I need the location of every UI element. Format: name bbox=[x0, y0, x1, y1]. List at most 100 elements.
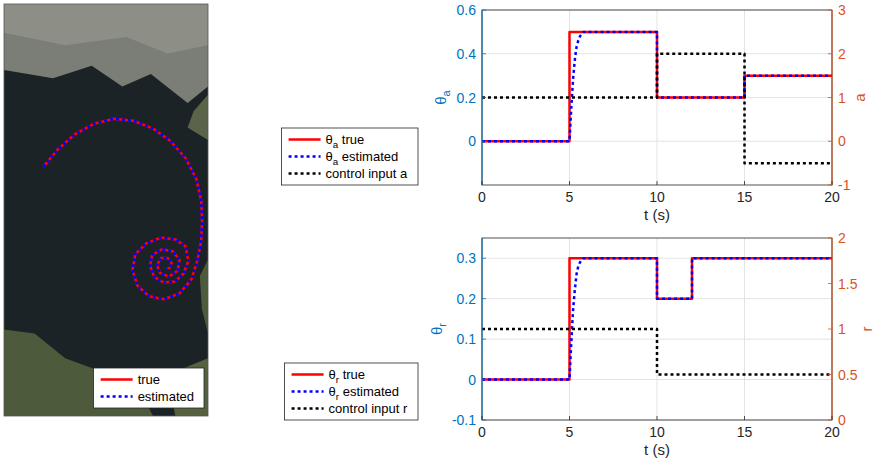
y2-tick-label: 2 bbox=[838, 230, 846, 246]
x-tick-label: 10 bbox=[649, 189, 665, 205]
y-tick-label: 0.6 bbox=[457, 2, 477, 18]
y2-tick bbox=[828, 97, 832, 98]
legend-swatch bbox=[101, 395, 133, 398]
grid-line bbox=[744, 238, 745, 420]
x-tick-label: 5 bbox=[566, 424, 574, 440]
legend-label: θa estimated bbox=[326, 149, 399, 167]
x-tick-label: 15 bbox=[737, 189, 753, 205]
y2-tick bbox=[828, 185, 832, 186]
grid-line bbox=[482, 238, 483, 420]
y-tick bbox=[482, 379, 486, 380]
figure: trueestimated0510152000.20.40.6-10123t (… bbox=[0, 0, 889, 466]
x-tick bbox=[744, 416, 745, 420]
series-line bbox=[482, 32, 832, 141]
legend-swatch bbox=[292, 407, 324, 410]
plot-area bbox=[482, 238, 832, 420]
y-tick-label: 0.1 bbox=[457, 331, 477, 347]
x-tick bbox=[657, 416, 658, 420]
y2-tick bbox=[828, 420, 832, 421]
city-centre bbox=[4, 4, 208, 53]
series-line bbox=[482, 258, 832, 379]
series-line bbox=[43, 119, 202, 300]
legend-label: θa true bbox=[326, 132, 365, 150]
water bbox=[4, 4, 208, 416]
x-tick-label: 0 bbox=[478, 189, 486, 205]
legend-swatch bbox=[289, 155, 321, 158]
x-tick-label: 5 bbox=[566, 189, 574, 205]
legend-label: control input a bbox=[326, 166, 408, 181]
y-tick bbox=[482, 420, 486, 421]
y2-tick bbox=[828, 283, 832, 284]
legend-box bbox=[285, 363, 418, 420]
y-tick-label: 0 bbox=[468, 133, 476, 149]
legend-swatch bbox=[101, 378, 133, 381]
legend-label: θr estimated bbox=[329, 384, 399, 402]
islet bbox=[200, 259, 208, 333]
series-group bbox=[482, 258, 832, 379]
y-tick-label: -0.1 bbox=[452, 412, 476, 428]
series-group bbox=[43, 119, 202, 300]
legend-box bbox=[94, 368, 204, 408]
y2-tick-label: 1 bbox=[838, 321, 846, 337]
series-line bbox=[482, 32, 832, 141]
x-tick bbox=[832, 416, 833, 420]
x-axis-title: t (s) bbox=[644, 206, 670, 223]
y2-tick-label: 1.5 bbox=[838, 276, 858, 292]
legend-label: control input r bbox=[329, 401, 408, 416]
y-tick-label: 0 bbox=[468, 372, 476, 388]
y2-tick-label: 0 bbox=[838, 133, 846, 149]
legend-label: true bbox=[138, 372, 160, 387]
x-tick bbox=[569, 181, 570, 185]
y-tick bbox=[482, 53, 486, 54]
city bbox=[4, 4, 208, 103]
legend-label: estimated bbox=[138, 389, 194, 404]
legend-label: θr true bbox=[329, 367, 366, 385]
y2-tick bbox=[828, 329, 832, 330]
x-tick bbox=[744, 181, 745, 185]
x-tick bbox=[482, 416, 483, 420]
series-line bbox=[43, 119, 202, 300]
x-tick bbox=[832, 181, 833, 185]
legend-swatch bbox=[289, 138, 321, 141]
y2-tick bbox=[828, 141, 832, 142]
y-tick-label: 0.2 bbox=[457, 90, 477, 106]
legend-box bbox=[282, 128, 418, 185]
x-tick-label: 15 bbox=[737, 424, 753, 440]
y-tick bbox=[482, 258, 486, 259]
y-tick-label: 0.2 bbox=[457, 291, 477, 307]
y-tick bbox=[482, 339, 486, 340]
series-line bbox=[482, 258, 832, 379]
x-tick-label: 10 bbox=[649, 424, 665, 440]
shore bbox=[188, 95, 208, 140]
y-tick bbox=[482, 141, 486, 142]
y2-tick-label: 2 bbox=[838, 46, 846, 62]
y-tick-label: 0.3 bbox=[457, 250, 477, 266]
legend-swatch bbox=[289, 172, 321, 175]
grid bbox=[482, 238, 832, 420]
x-tick bbox=[569, 416, 570, 420]
y2-tick-label: 1 bbox=[838, 90, 846, 106]
x-tick bbox=[482, 181, 483, 185]
x-axis-title: t (s) bbox=[644, 441, 670, 458]
y-tick-label: 0.4 bbox=[457, 46, 477, 62]
y-axis-title: θa bbox=[432, 89, 452, 104]
y-tick bbox=[482, 298, 486, 299]
y2-tick bbox=[828, 238, 832, 239]
y2-tick-label: 0.5 bbox=[838, 367, 858, 383]
y2-tick bbox=[828, 10, 832, 11]
grid-line bbox=[482, 339, 832, 340]
series-line bbox=[482, 54, 832, 163]
y-axis bbox=[482, 238, 483, 420]
y2-axis-title: a bbox=[851, 93, 868, 102]
map-frame bbox=[4, 4, 208, 416]
y2-tick bbox=[828, 374, 832, 375]
y-tick bbox=[482, 10, 486, 11]
grid bbox=[482, 10, 832, 185]
frame bbox=[482, 10, 832, 185]
y2-tick-label: -1 bbox=[838, 177, 851, 193]
y2-tick-label: 3 bbox=[838, 2, 846, 18]
x-tick-label: 0 bbox=[478, 424, 486, 440]
series-group bbox=[482, 32, 832, 163]
legend-swatch bbox=[292, 390, 324, 393]
legend: θr trueθr estimatedcontrol input r bbox=[285, 363, 418, 420]
